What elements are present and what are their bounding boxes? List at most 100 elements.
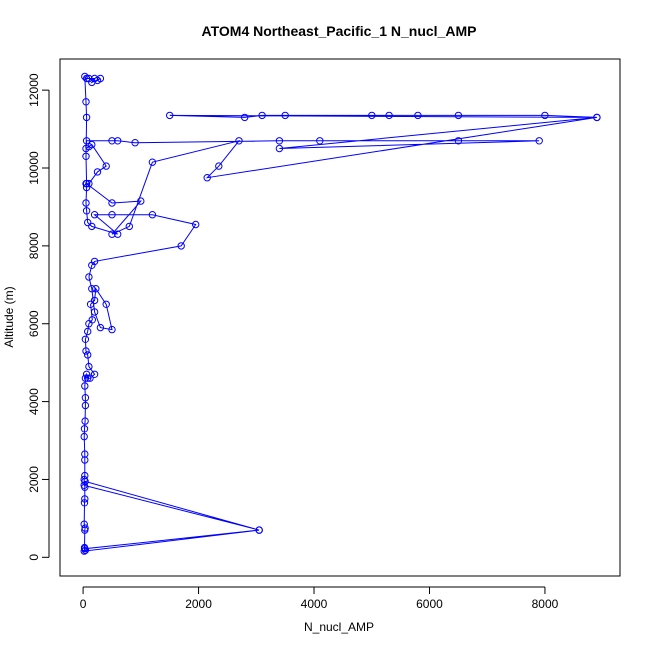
data-point [81,394,90,402]
data-point [108,199,116,207]
data-point [82,137,91,145]
data-point [82,199,90,207]
data-point [368,111,376,120]
data-point [414,111,422,120]
data-point [81,471,89,480]
data-point [255,526,263,534]
data-point [215,162,223,170]
data-point [81,495,89,503]
data-point [84,351,92,359]
data-point [125,222,134,231]
chart-title: ATOM4 Northeast_Pacific_1 N_nucl_AMP [202,23,477,39]
x-tick-label: 2000 [185,597,212,611]
data-point [241,113,249,122]
data-point [80,520,88,528]
data-point [114,137,122,145]
data-point [96,323,105,332]
data-point [82,347,90,355]
data-point [203,174,211,182]
data-point [166,111,174,120]
data-point [81,417,89,425]
data-point [92,285,100,293]
data-point [82,74,91,83]
data-point [258,111,266,120]
data-point [82,207,91,215]
data-point [80,425,89,433]
data-point [108,230,116,238]
data-point [90,257,99,266]
data-point [275,137,284,145]
x-tick-label: 8000 [532,597,559,611]
data-point [81,382,89,390]
series-line [83,75,597,552]
y-tick-label: 2000 [27,466,41,493]
y-tick-label: 6000 [27,310,41,337]
data-point [81,450,89,458]
data-point [90,370,99,378]
data-point [81,524,89,532]
data-point [93,76,102,85]
data-point [88,285,96,293]
data-point [235,137,243,145]
data-point [192,220,200,229]
data-point [281,111,289,120]
data-point [80,432,88,441]
data-point [93,168,102,176]
data-point [85,362,93,371]
y-axis: 0 2000 4000 6000 8000 10000 12000 [27,73,50,561]
data-point [102,162,110,170]
data-point [80,475,88,484]
data-point [177,242,185,250]
data-point [316,137,324,145]
data-point [81,335,90,343]
y-tick-label: 8000 [27,232,41,259]
x-tick-label: 0 [80,597,87,611]
y-axis-label: Altitude (m) [2,286,16,347]
data-point [108,137,116,145]
data-point [454,137,463,145]
data-point [80,481,88,489]
plot-frame [59,58,621,577]
data-point [90,308,99,316]
data-point [80,499,89,507]
data-point [82,152,90,161]
data-point [81,72,89,81]
data-point [81,374,90,382]
y-tick-label: 0 [27,554,41,561]
data-point [88,316,97,324]
data-point [131,139,139,147]
x-tick-label: 6000 [416,597,443,611]
data-point [82,113,91,122]
data-point [82,179,91,188]
data-point [454,111,463,120]
data-point [275,144,284,153]
data-point [86,374,94,382]
data-point [82,183,91,192]
data-point [85,273,93,281]
data-point [148,211,157,219]
x-tick-label: 4000 [301,597,328,611]
data-point [81,456,89,464]
data-point [535,137,543,145]
data-point [86,300,95,308]
data-point [84,374,92,382]
data-point [102,300,110,308]
data-point [137,197,145,205]
data-point [108,325,116,334]
data-point [81,401,90,410]
data-point [541,111,549,120]
data-point [82,144,90,153]
data-point [84,218,92,227]
data-point [385,111,393,120]
data-point [82,98,90,106]
data-point [85,179,93,188]
x-axis-label: N_nucl_AMP [304,620,374,634]
data-point [90,296,99,305]
y-tick-label: 12000 [27,73,41,107]
data-point [88,222,96,231]
data-point [148,158,157,166]
data-point [593,113,601,122]
data-point [84,327,92,336]
